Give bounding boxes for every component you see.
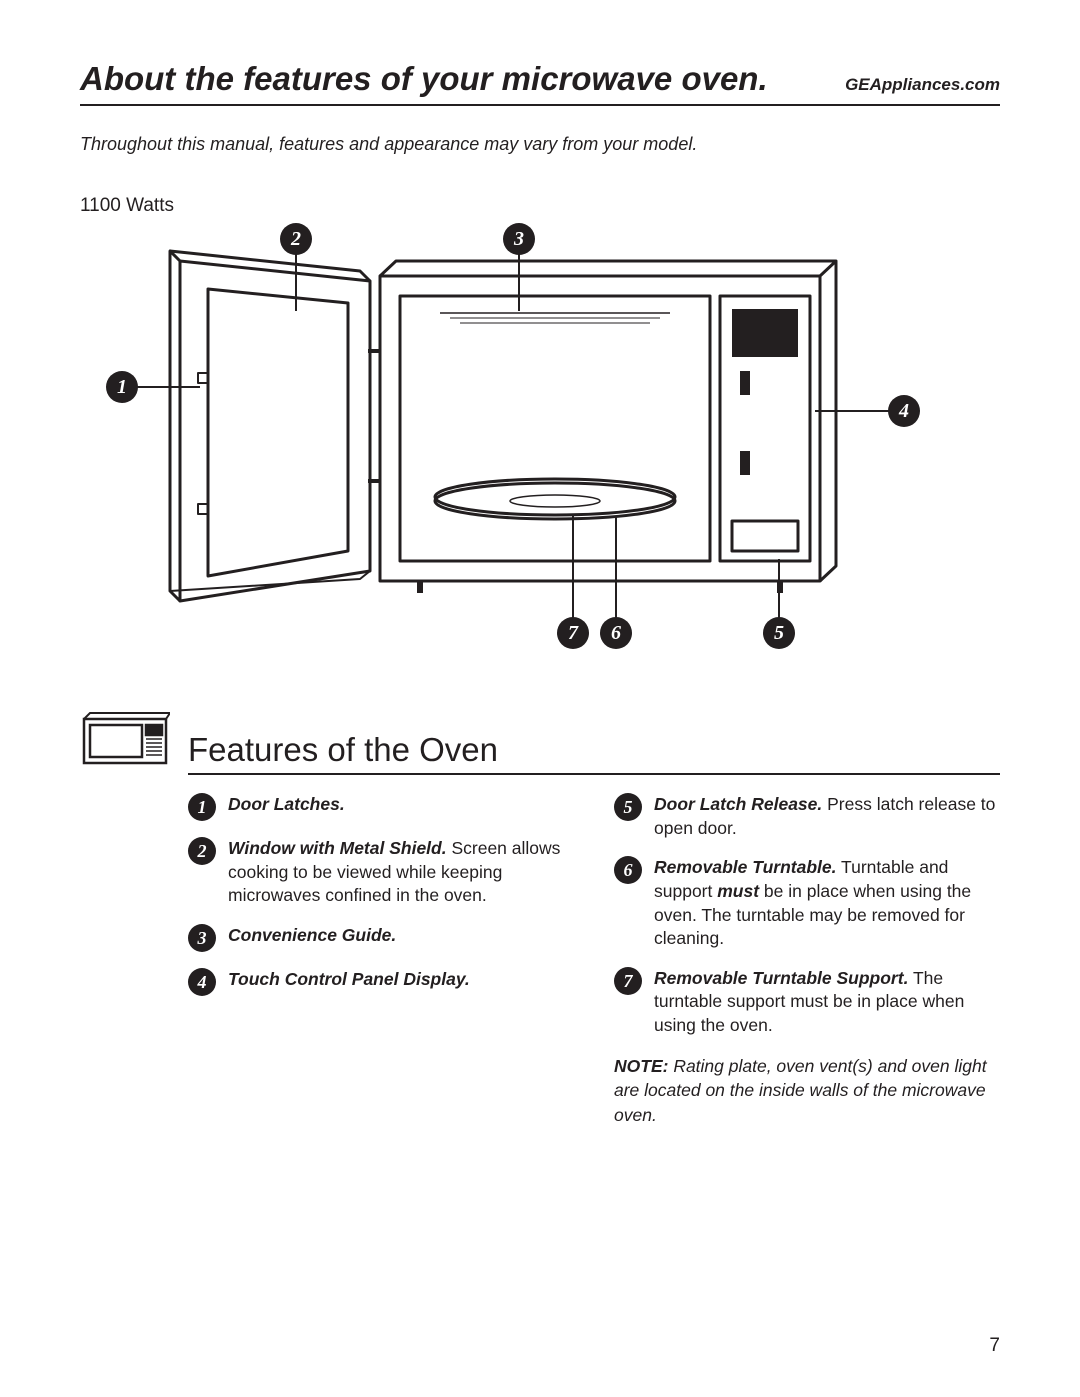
- callout-6: 6: [600, 617, 632, 649]
- feature-item: 4 Touch Control Panel Display.: [188, 968, 574, 996]
- callout-5: 5: [763, 617, 795, 649]
- feature-title: Removable Turntable.: [654, 857, 837, 877]
- feature-item: 1 Door Latches.: [188, 793, 574, 821]
- page-header: About the features of your microwave ove…: [80, 60, 1000, 106]
- feature-badge: 6: [614, 856, 642, 884]
- note-text: NOTE: Rating plate, oven vent(s) and ove…: [614, 1054, 1000, 1128]
- feature-title: Window with Metal Shield.: [228, 838, 447, 858]
- feature-badge: 1: [188, 793, 216, 821]
- feature-badge: 4: [188, 968, 216, 996]
- callout-3: 3: [503, 223, 535, 255]
- subtitle-text: Throughout this manual, features and app…: [80, 134, 1000, 155]
- microwave-mini-icon: [80, 711, 170, 769]
- watts-label: 1100 Watts: [80, 195, 1000, 217]
- callout-4: 4: [888, 395, 920, 427]
- feature-item: 5 Door Latch Release. Press latch releas…: [614, 793, 1000, 840]
- feature-item: 3 Convenience Guide.: [188, 924, 574, 952]
- note-body: Rating plate, oven vent(s) and oven ligh…: [614, 1056, 987, 1125]
- callout-7: 7: [557, 617, 589, 649]
- page-title: About the features of your microwave ove…: [80, 60, 768, 98]
- feature-title: Door Latches.: [228, 794, 345, 814]
- feature-badge: 5: [614, 793, 642, 821]
- feature-title: Removable Turntable Support.: [654, 968, 908, 988]
- microwave-svg: [80, 221, 1000, 651]
- callout-2: 2: [280, 223, 312, 255]
- note-label: NOTE:: [614, 1056, 668, 1076]
- feature-item: 7 Removable Turntable Support. The turnt…: [614, 967, 1000, 1038]
- page-number: 7: [989, 1335, 1000, 1357]
- site-url: GEAppliances.com: [845, 75, 1000, 95]
- feature-badge: 2: [188, 837, 216, 865]
- features-col-left: 1 Door Latches. 2 Window with Metal Shie…: [188, 793, 574, 1127]
- feature-title: Door Latch Release.: [654, 794, 822, 814]
- microwave-diagram: 1 2 3 4 5 6 7: [80, 221, 1000, 651]
- section-rule: [188, 773, 1000, 775]
- section-header: Features of the Oven: [80, 711, 1000, 769]
- section-heading: Features of the Oven: [188, 731, 1000, 769]
- feature-title: Touch Control Panel Display.: [228, 969, 470, 989]
- feature-badge: 7: [614, 967, 642, 995]
- feature-title: Convenience Guide.: [228, 925, 396, 945]
- feature-item: 6 Removable Turntable. Turntable and sup…: [614, 856, 1000, 951]
- features-list: 1 Door Latches. 2 Window with Metal Shie…: [188, 793, 1000, 1127]
- features-col-right: 5 Door Latch Release. Press latch releas…: [614, 793, 1000, 1127]
- feature-item: 2 Window with Metal Shield. Screen allow…: [188, 837, 574, 908]
- callout-1: 1: [106, 371, 138, 403]
- feature-badge: 3: [188, 924, 216, 952]
- feature-emph: must: [717, 881, 759, 901]
